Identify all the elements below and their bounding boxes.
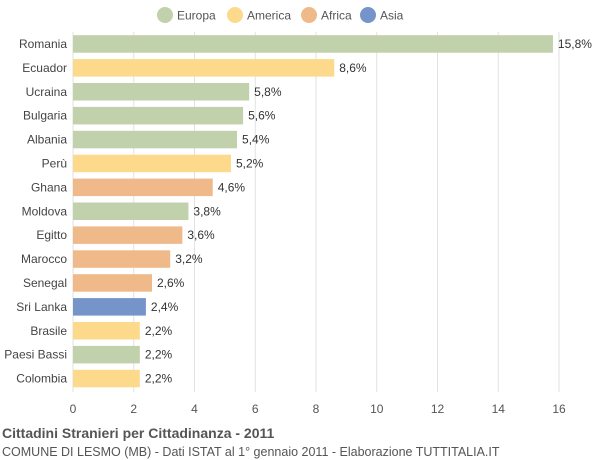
legend: Europa America Africa Asia — [157, 7, 404, 23]
category-label: Marocco — [21, 252, 67, 266]
category-label: Ucraina — [26, 85, 68, 99]
category-label: Senegal — [23, 276, 67, 290]
x-axis-ticks: 0 2 4 6 8 10 12 14 16 — [70, 402, 566, 416]
value-label: 3,6% — [187, 228, 215, 242]
legend-swatch — [227, 7, 243, 23]
value-label: 2,2% — [145, 372, 173, 386]
bar — [73, 130, 238, 149]
x-tick-label: 16 — [552, 402, 566, 416]
bar — [73, 59, 335, 77]
category-labels: Romania Ecuador Ucraina Bulgaria Albania Perù… — [4, 37, 67, 386]
x-tick-label: 8 — [313, 402, 320, 416]
bar — [73, 274, 152, 292]
category-label: Paesi Bassi — [4, 348, 67, 362]
value-label: 8,6% — [339, 61, 367, 75]
value-label: 5,6% — [248, 109, 276, 123]
legend-label: Europa — [177, 9, 216, 23]
x-tick-label: 2 — [130, 402, 137, 416]
category-label: Albania — [27, 133, 67, 147]
bar — [73, 83, 250, 101]
category-label: Egitto — [36, 228, 67, 242]
category-label: Ecuador — [22, 61, 67, 75]
category-label: Ghana — [31, 180, 67, 194]
bar — [73, 298, 146, 316]
category-label: Colombia — [16, 372, 67, 386]
value-label: 2,2% — [145, 348, 173, 362]
value-label: 5,8% — [254, 85, 282, 99]
bar-chart: Europa America Africa Asia Romania Ecuador Uc… — [4, 7, 592, 416]
category-label: Perù — [42, 156, 67, 170]
category-label: Brasile — [30, 324, 67, 338]
bar — [73, 322, 140, 340]
bars — [73, 35, 553, 388]
category-label: Romania — [19, 37, 67, 51]
x-tick-label: 14 — [492, 402, 506, 416]
bar — [73, 226, 183, 244]
legend-label: America — [247, 9, 291, 23]
value-label: 2,6% — [157, 276, 185, 290]
value-label: 2,2% — [145, 324, 173, 338]
x-tick-label: 0 — [70, 402, 77, 416]
bar — [73, 202, 189, 220]
legend-swatch — [301, 7, 317, 23]
x-tick-label: 12 — [431, 402, 445, 416]
bar — [73, 345, 140, 364]
bar — [73, 35, 553, 53]
legend-swatch — [157, 7, 173, 23]
legend-label: Africa — [321, 9, 352, 23]
value-label: 3,2% — [175, 252, 203, 266]
value-label: 4,6% — [218, 180, 246, 194]
x-tick-label: 10 — [370, 402, 384, 416]
bar — [73, 154, 231, 173]
chart-subtitle: COMUNE DI LESMO (MB) - Dati ISTAT al 1° … — [2, 445, 500, 459]
x-tick-label: 4 — [191, 402, 198, 416]
x-tick-label: 6 — [252, 402, 259, 416]
category-label: Sri Lanka — [16, 300, 67, 314]
bar — [73, 178, 213, 197]
value-label: 2,4% — [151, 300, 179, 314]
legend-swatch — [360, 7, 376, 23]
bar — [73, 250, 171, 268]
category-label: Moldova — [22, 204, 68, 218]
bar — [73, 106, 244, 125]
value-label: 15,8% — [558, 37, 592, 51]
value-label: 5,4% — [242, 133, 270, 147]
chart-title: Cittadini Stranieri per Cittadinanza - 2… — [2, 425, 275, 441]
category-label: Bulgaria — [23, 109, 67, 123]
value-labels: 15,8% 8,6% 5,8% 5,6% 5,4% 5,2% 4,6% 3,8% 3,6% 3,2… — [145, 37, 592, 386]
bar — [73, 369, 140, 388]
legend-label: Asia — [380, 9, 404, 23]
value-label: 5,2% — [236, 156, 264, 170]
value-label: 3,8% — [193, 204, 221, 218]
